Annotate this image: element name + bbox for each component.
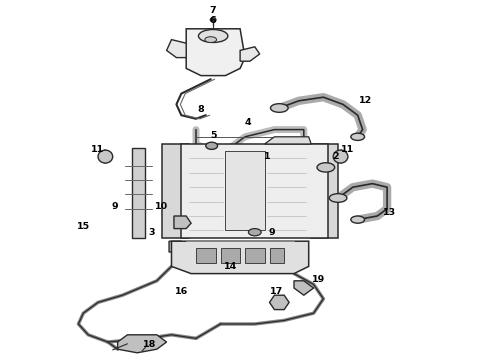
Polygon shape [270,295,289,310]
Polygon shape [220,248,240,263]
Text: 10: 10 [155,202,168,211]
Polygon shape [186,29,245,76]
Ellipse shape [198,30,228,42]
Bar [181,144,328,238]
Text: 11: 11 [341,145,355,154]
Polygon shape [172,241,309,274]
Text: 4: 4 [244,118,251,127]
Text: 11: 11 [91,145,105,154]
Ellipse shape [351,133,365,140]
Text: 16: 16 [174,287,188,296]
Polygon shape [132,148,145,238]
Ellipse shape [333,150,348,163]
Text: 9: 9 [112,202,119,211]
Text: 13: 13 [383,208,396,217]
Bar [225,151,265,230]
Polygon shape [118,335,167,353]
Text: 15: 15 [77,222,90,231]
Text: 9: 9 [269,228,275,237]
Text: 5: 5 [210,130,217,139]
Polygon shape [167,40,186,58]
Polygon shape [294,281,314,295]
Text: 14: 14 [223,262,237,271]
Ellipse shape [351,216,365,223]
Text: 6: 6 [210,16,217,25]
Polygon shape [311,144,338,238]
Ellipse shape [270,104,288,112]
Text: 17: 17 [270,287,284,296]
Ellipse shape [205,37,217,42]
Polygon shape [240,47,260,61]
Text: 3: 3 [148,228,155,237]
Ellipse shape [329,194,347,202]
Polygon shape [245,248,265,263]
Text: 18: 18 [143,341,156,349]
Polygon shape [169,241,186,252]
Text: 19: 19 [312,275,325,284]
Ellipse shape [317,163,335,172]
Polygon shape [162,144,189,238]
Text: 8: 8 [197,105,204,114]
Text: 12: 12 [358,95,372,104]
Text: 2: 2 [332,152,339,161]
Ellipse shape [98,150,113,163]
Text: 7: 7 [210,5,217,14]
Ellipse shape [248,229,261,236]
Ellipse shape [206,142,218,149]
Polygon shape [196,248,216,263]
Polygon shape [265,137,311,144]
Ellipse shape [210,18,216,22]
Polygon shape [174,216,191,229]
Text: 1: 1 [264,152,270,161]
Polygon shape [270,248,284,263]
